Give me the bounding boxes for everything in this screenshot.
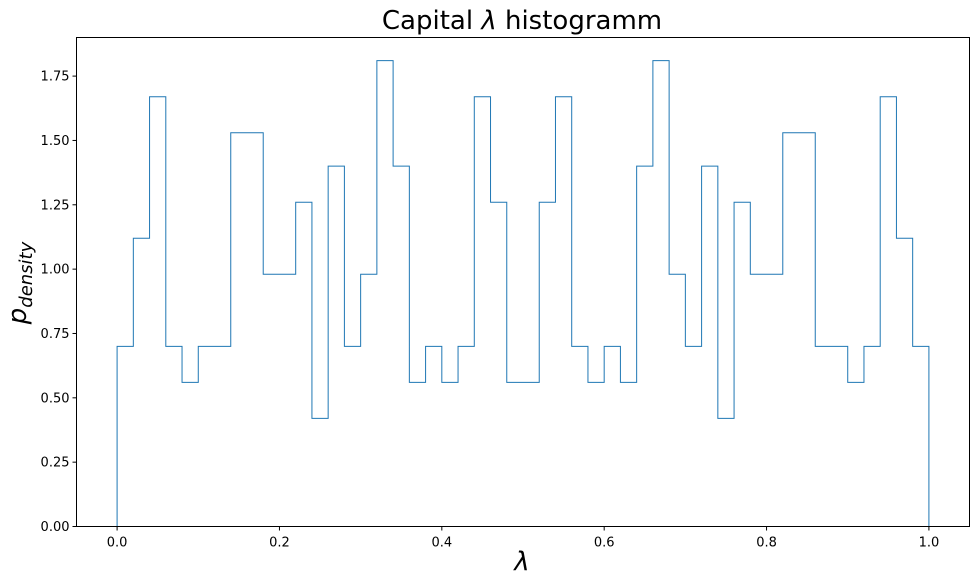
chart-title-symbol: λ [479, 6, 496, 36]
plot-frame [76, 37, 970, 527]
x-axis-ticks: 0.0 0.2 0.4 0.6 0.8 1.0 [107, 526, 940, 551]
y-tick-label: 0.00 [41, 520, 70, 535]
x-axis-label: λ [512, 547, 529, 577]
x-tick-label: 0.2 [269, 536, 290, 551]
y-tick-label: 1.50 [41, 134, 70, 149]
histogram-step-line [116, 60, 930, 527]
y-tick-label: 1.75 [41, 70, 70, 85]
chart-title-suffix: histogramm [497, 6, 662, 36]
x-tick-label: 0.6 [594, 536, 615, 551]
plot-area [116, 60, 930, 527]
y-axis-label: pdensity [3, 241, 37, 325]
x-tick-label: 0.4 [431, 536, 452, 551]
y-tick-label: 0.25 [41, 456, 70, 471]
y-tick-label: 0.75 [41, 327, 70, 342]
y-tick-label: 1.00 [41, 263, 70, 278]
x-tick-label: 0.0 [107, 536, 128, 551]
chart-title: Capital λ histogramm [382, 6, 662, 36]
y-tick-label: 0.50 [41, 391, 70, 406]
x-tick-label: 0.8 [756, 536, 777, 551]
x-tick-label: 1.0 [919, 536, 940, 551]
y-axis-ticks: 0.00 0.25 0.50 0.75 1.00 1.25 1.50 1.75 [41, 70, 77, 535]
y-axis-label-main: p [3, 308, 33, 326]
y-tick-label: 1.25 [41, 198, 70, 213]
chart-title-prefix: Capital [382, 6, 481, 36]
y-axis-label-subscript: density [16, 241, 37, 307]
